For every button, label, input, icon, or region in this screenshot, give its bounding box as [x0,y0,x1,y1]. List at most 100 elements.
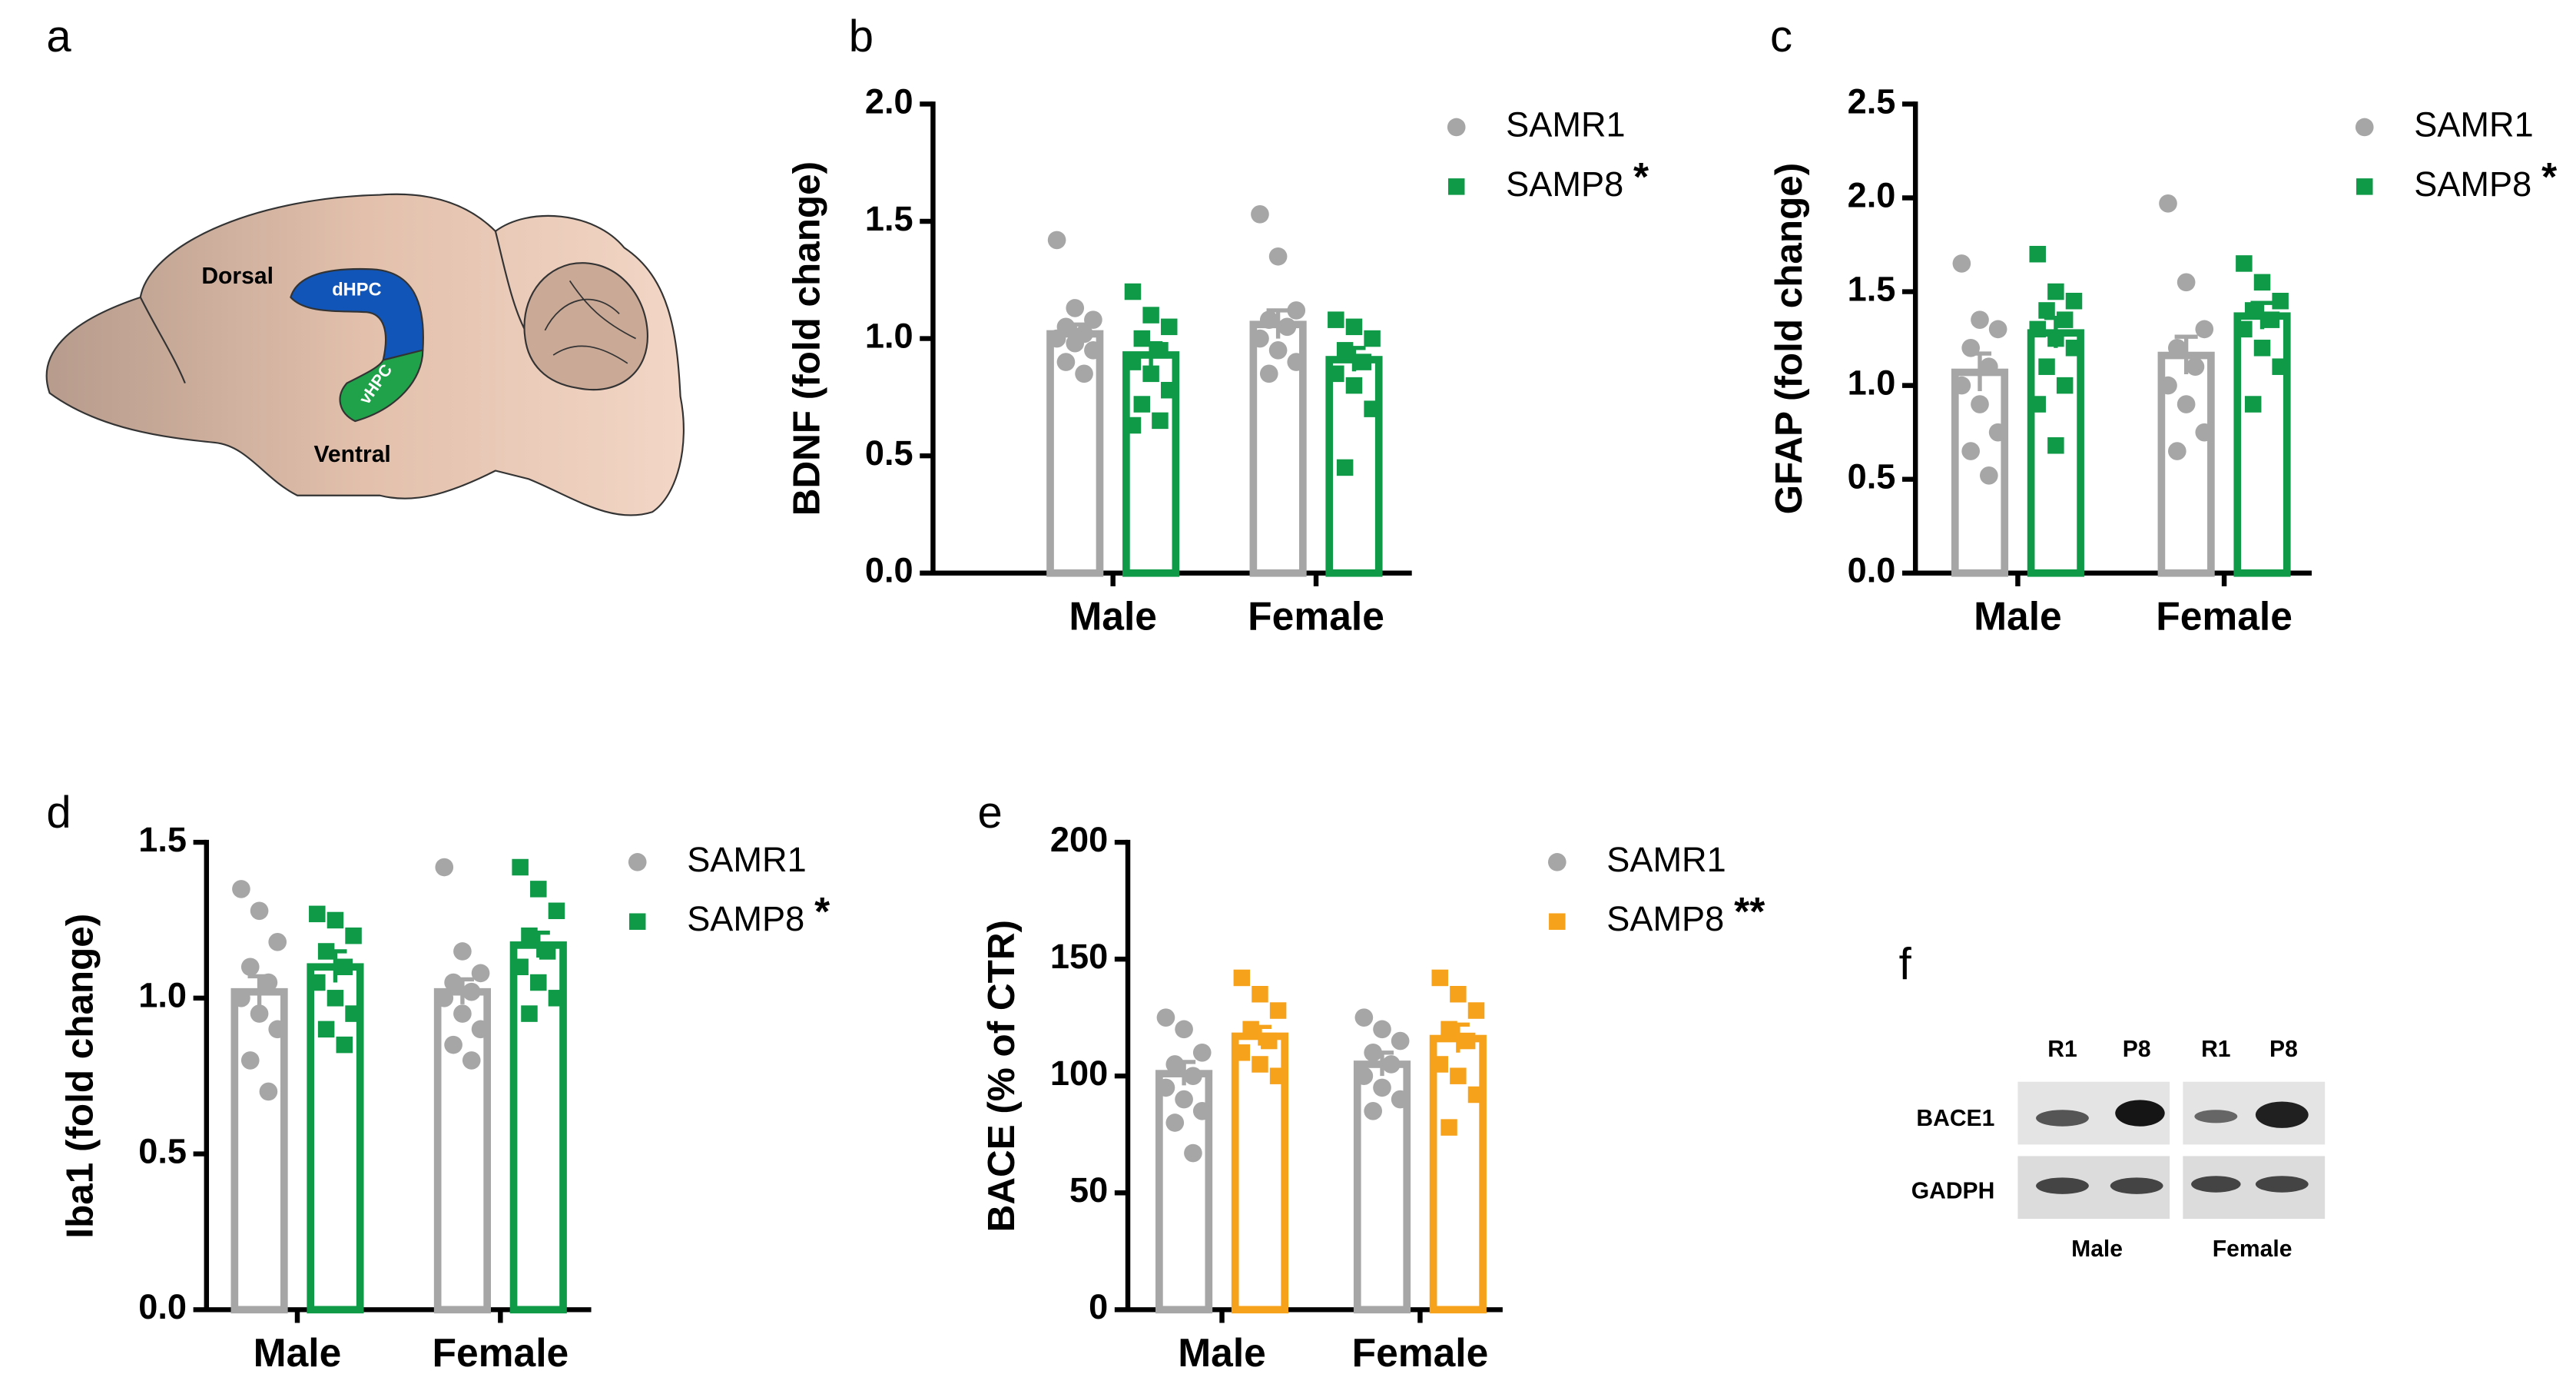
data-point [1252,1056,1268,1073]
data-point [1233,1044,1251,1061]
data-point [1354,1067,1374,1086]
data-point [1047,329,1066,348]
data-point [2047,436,2064,454]
data-point [1354,1008,1374,1027]
data-point [1278,317,1297,337]
lane-label: P8 [2269,1037,2298,1062]
y-tick-label: 0.0 [1848,551,1896,590]
data-point [259,1082,278,1101]
data-point [1336,459,1354,476]
data-point [1242,1021,1259,1038]
data-point [1251,329,1269,348]
data-point [1184,1067,1202,1086]
data-point [1467,1002,1485,1019]
data-point [1161,381,1178,399]
brain-diagram: Dorsal dHPC vHPC Ventral [45,193,685,516]
x-tick-label: Female [432,1330,569,1375]
bar [433,987,491,1314]
significance: ** [1734,889,1765,934]
data-point [1056,353,1076,371]
data-point [2272,293,2289,310]
data-point [2195,320,2214,339]
data-point [2029,396,2046,413]
data-point [1441,1021,1457,1038]
data-point [1336,342,1354,359]
data-point [327,911,344,929]
data-point [1269,1002,1287,1019]
data-point [250,901,269,921]
legend-marker [1447,118,1466,137]
data-point [1252,985,1268,1003]
data-point [309,905,326,923]
data-point [1373,1020,1391,1039]
data-point [2253,340,2271,357]
data-point [232,880,250,898]
legend-label: SAMP8 [2414,164,2531,204]
data-point [471,1020,490,1039]
data-point [1364,1043,1383,1062]
data-point [1467,1086,1485,1104]
data-point [1047,231,1066,250]
data-point [1450,1067,1467,1084]
data-point [2029,320,2046,338]
legend-label: SAMP8 [687,899,804,938]
ventral-label: Ventral [313,442,390,467]
data-point [1152,412,1169,430]
data-point [2168,442,2186,460]
data-point [2056,377,2074,394]
data-point [1268,247,1288,266]
y-tick-label: 1.5 [1848,269,1896,308]
x-tick-label: Male [254,1330,342,1375]
data-point [1084,341,1102,360]
data-point [462,982,481,1001]
x-tick-label: Female [2156,594,2293,639]
data-point [1287,301,1306,320]
data-point [1391,1031,1410,1050]
western-blot: R1 P8 R1 P8 BACE1 GADPH Male Female [1911,1037,2326,1262]
data-point [345,1005,362,1022]
data-point [2244,396,2262,413]
data-point [1175,1090,1193,1109]
data-point [1431,969,1448,987]
data-point [240,958,260,977]
data-point [1988,423,2007,442]
y-tick-label: 100 [1050,1054,1108,1093]
data-point [327,990,344,1007]
data-point [435,988,454,1007]
bar [1046,330,1104,577]
x-tick-label: Female [1248,594,1384,639]
data-point [1988,320,2007,339]
data-point [1133,330,1151,347]
data-point [1124,417,1142,434]
data-point [2272,358,2289,375]
legend-marker [2355,118,2374,137]
data-point [317,1021,335,1038]
data-point [530,974,547,991]
data-point [1391,1090,1410,1109]
data-point [1364,400,1381,417]
data-point [1441,1119,1457,1136]
chart: c 0.0 0.5 1.0 1.5 2.0 2.5 GFAP (fold change) Mal… [1768,12,2558,639]
y-tick-label: 1.5 [138,820,187,859]
data-point [521,1005,538,1022]
panel-label: c [1770,12,1792,61]
data-point [1952,254,1971,273]
data-point [2159,194,2177,213]
data-point [2186,357,2205,377]
data-point [1233,969,1251,987]
data-point [1259,310,1278,329]
y-tick-label: 2.0 [865,81,913,121]
data-point [2253,274,2271,291]
significance: * [2541,154,2558,199]
data-point [268,933,287,951]
legend-label: SAMP8 [1506,164,1623,204]
protein-label: GADPH [1911,1179,1995,1204]
data-point [548,990,565,1007]
chart: d 0.0 0.5 1.0 1.5 Iba1 (fold change) Male Femal… [46,788,830,1375]
x-tick-label: Female [1352,1330,1489,1375]
y-tick-label: 200 [1050,820,1108,859]
legend-marker [1447,178,1465,195]
data-point [1345,318,1363,336]
y-tick-label: 0.5 [865,433,913,473]
